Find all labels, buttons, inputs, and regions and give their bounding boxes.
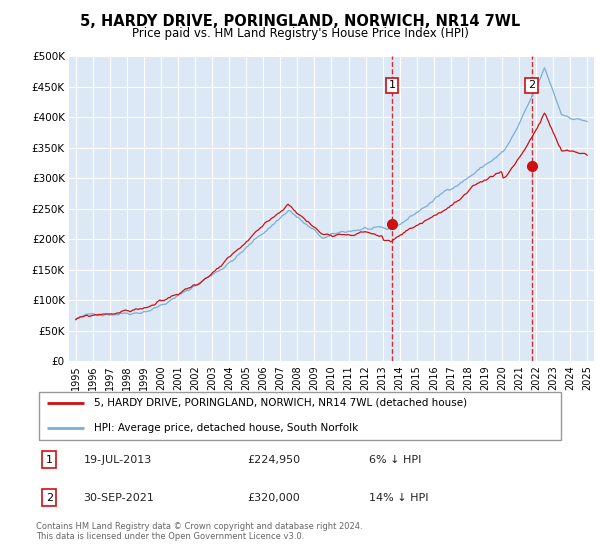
Text: 14% ↓ HPI: 14% ↓ HPI [368, 493, 428, 502]
Text: £320,000: £320,000 [247, 493, 300, 502]
Text: HPI: Average price, detached house, South Norfolk: HPI: Average price, detached house, Sout… [94, 422, 358, 432]
Text: 19-JUL-2013: 19-JUL-2013 [83, 455, 152, 465]
FancyBboxPatch shape [38, 392, 562, 440]
Text: 1: 1 [389, 80, 395, 90]
Text: 30-SEP-2021: 30-SEP-2021 [83, 493, 154, 502]
Text: 2: 2 [528, 80, 535, 90]
Text: Price paid vs. HM Land Registry's House Price Index (HPI): Price paid vs. HM Land Registry's House … [131, 27, 469, 40]
Text: 5, HARDY DRIVE, PORINGLAND, NORWICH, NR14 7WL: 5, HARDY DRIVE, PORINGLAND, NORWICH, NR1… [80, 14, 520, 29]
Text: This data is licensed under the Open Government Licence v3.0.: This data is licensed under the Open Gov… [36, 532, 304, 541]
Text: 5, HARDY DRIVE, PORINGLAND, NORWICH, NR14 7WL (detached house): 5, HARDY DRIVE, PORINGLAND, NORWICH, NR1… [94, 398, 467, 408]
Text: Contains HM Land Registry data © Crown copyright and database right 2024.: Contains HM Land Registry data © Crown c… [36, 522, 362, 531]
Text: 6% ↓ HPI: 6% ↓ HPI [368, 455, 421, 465]
Text: £224,950: £224,950 [247, 455, 301, 465]
Text: 2: 2 [46, 493, 53, 502]
Text: 1: 1 [46, 455, 53, 465]
